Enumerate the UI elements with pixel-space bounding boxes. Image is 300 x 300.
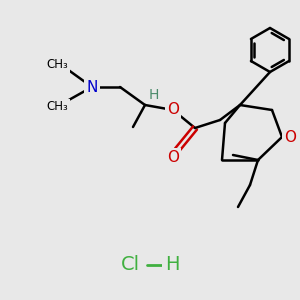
Text: CH₃: CH₃ xyxy=(46,100,68,113)
Text: N: N xyxy=(86,80,98,94)
Text: O: O xyxy=(284,130,296,145)
Text: O: O xyxy=(167,151,179,166)
Text: O: O xyxy=(167,103,179,118)
Text: H: H xyxy=(165,256,179,274)
Text: Cl: Cl xyxy=(120,256,140,274)
Text: H: H xyxy=(149,88,159,102)
Text: CH₃: CH₃ xyxy=(46,58,68,71)
